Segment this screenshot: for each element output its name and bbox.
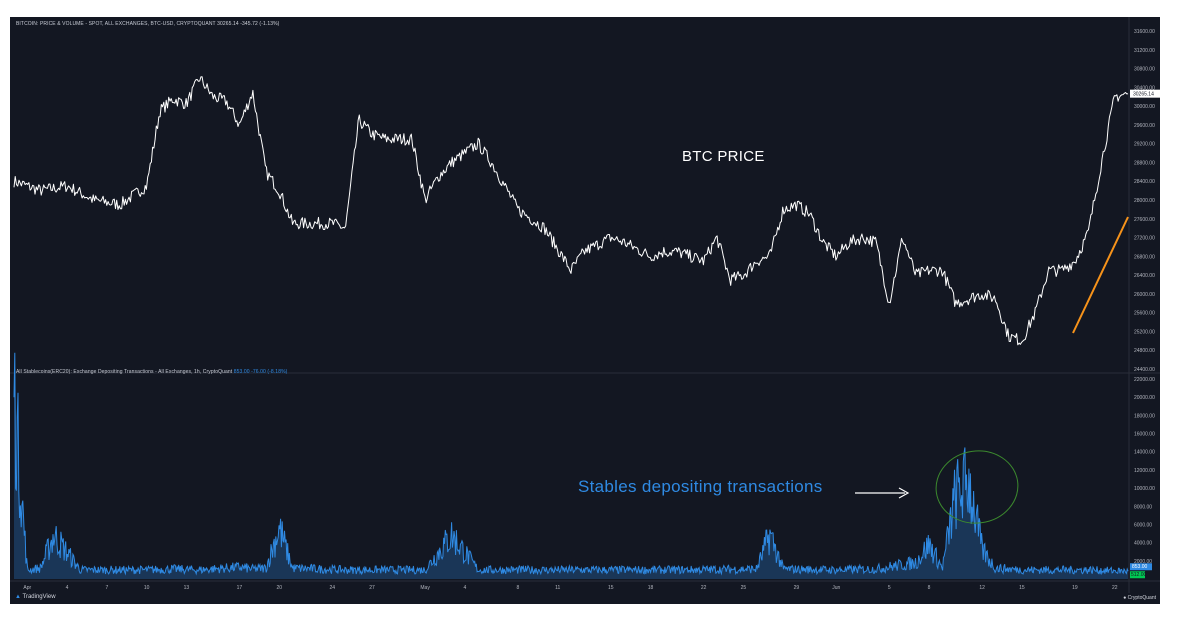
stable-series-value: 853.00 (233, 369, 250, 375)
time-axis-tick: Jun (832, 585, 840, 591)
time-axis-tick: 25 (741, 585, 747, 591)
time-axis-tick: 29 (794, 585, 800, 591)
price-axis-tick: 26000.00 (1134, 292, 1155, 298)
stable-axis-tick: 6000.00 (1134, 522, 1152, 528)
stable-series-change: -76.00 (-8.18%) (251, 369, 288, 375)
price-axis-tick: 24800.00 (1134, 348, 1155, 354)
price-series-label: BITCOIN: PRICE & VOLUME - SPOT, ALL EXCH… (16, 21, 216, 27)
time-axis-tick: 4 (66, 585, 69, 591)
trend-arrow (1072, 216, 1129, 334)
spike-arrowhead (898, 487, 910, 499)
price-axis-tick: 25600.00 (1134, 311, 1155, 317)
time-axis-tick: 10 (144, 585, 150, 591)
price-axis-tick: 26800.00 (1134, 254, 1155, 260)
stable-axis-tick: 2000.00 (1134, 559, 1152, 565)
price-axis-tick: 29600.00 (1134, 123, 1155, 129)
cryptoquant-icon: ● (1123, 595, 1127, 601)
price-axis-tick: 30400.00 (1134, 85, 1155, 91)
time-axis-tick: 4 (464, 585, 467, 591)
stable-axis-tick: 12000.00 (1134, 468, 1155, 474)
chart-footer: ▲ TradingView ● CryptoQuant (10, 593, 1160, 604)
last-stable-badge (1130, 563, 1152, 571)
time-axis-tick: 15 (608, 585, 614, 591)
price-axis-tick: 27200.00 (1134, 236, 1155, 242)
last-price-label: 30265.14 (1133, 92, 1154, 98)
time-axis-tick: Apr (23, 585, 31, 591)
stable-axis-tick: 22000.00 (1134, 377, 1155, 383)
price-axis-tick: 25200.00 (1134, 329, 1155, 335)
time-axis-tick: 22 (1112, 585, 1118, 591)
stable-axis-tick: 14000.00 (1134, 450, 1155, 456)
time-axis-tick: 19 (1072, 585, 1078, 591)
tradingview-logo[interactable]: ▲ TradingView (15, 594, 56, 600)
price-axis-tick: 24400.00 (1134, 367, 1155, 373)
cryptoquant-label: CryptoQuant (1127, 595, 1156, 601)
price-axis-tick: 28000.00 (1134, 198, 1155, 204)
stable-axis-tick: 10000.00 (1134, 486, 1155, 492)
price-axis-tick: 31200.00 (1134, 48, 1155, 54)
second-stable-label: 512.00 (1131, 572, 1147, 578)
time-axis-tick: 24 (330, 585, 336, 591)
stable-series-header: All Stablecoins(ERC20): Exchange Deposit… (16, 369, 287, 375)
stable-series-label: All Stablecoins(ERC20): Exchange Deposit… (16, 369, 233, 375)
price-axis-tick: 27600.00 (1134, 217, 1155, 223)
price-axis-tick: 31600.00 (1134, 29, 1155, 35)
price-series-change: -345.72 (-1.13%) (240, 21, 280, 27)
time-axis-tick: 11 (555, 585, 560, 591)
price-axis-tick: 28800.00 (1134, 160, 1155, 166)
time-axis-tick: 12 (979, 585, 985, 591)
stable-axis-tick: 8000.00 (1134, 504, 1152, 510)
price-axis-tick: 30800.00 (1134, 67, 1155, 73)
second-stable-badge (1130, 571, 1145, 579)
price-axis-tick: 26400.00 (1134, 273, 1155, 279)
last-stable-label: 853.00 (1132, 564, 1148, 570)
tradingview-icon: ▲ (15, 594, 21, 600)
time-axis-tick: May (420, 585, 430, 591)
time-axis-tick: 22 (701, 585, 707, 591)
price-axis-tick: 30000.00 (1134, 104, 1155, 110)
chart-frame: 24400.00 24800.00 25200.00 25600.00 26000.00… (10, 17, 1160, 604)
last-price-badge (1130, 89, 1160, 98)
stables-annotation: Stables depositing transactions (578, 477, 823, 496)
time-axis-tick: 27 (369, 585, 375, 591)
time-axis-tick: 18 (648, 585, 654, 591)
time-axis-tick: 7 (105, 585, 108, 591)
time-axis-tick: 13 (184, 585, 190, 591)
time-axis-tick: 20 (276, 585, 282, 591)
stable-axis-tick: 16000.00 (1134, 432, 1155, 438)
time-axis-tick: 5 (888, 585, 891, 591)
stable-axis-tick: 4000.00 (1134, 541, 1152, 547)
chart-canvas[interactable]: 24400.00 24800.00 25200.00 25600.00 26000.00… (10, 17, 1160, 593)
price-axis-tick: 29200.00 (1134, 142, 1155, 148)
stable-axis-tick: 18000.00 (1134, 413, 1155, 419)
cryptoquant-logo: ● CryptoQuant (1123, 595, 1156, 601)
price-axis-tick: 28400.00 (1134, 179, 1155, 185)
price-series-header: BITCOIN: PRICE & VOLUME - SPOT, ALL EXCH… (16, 21, 279, 27)
time-axis-tick: 8 (928, 585, 931, 591)
btc-price-annotation: BTC PRICE (682, 148, 765, 165)
time-axis-tick: 17 (237, 585, 243, 591)
time-axis-tick: 15 (1019, 585, 1025, 591)
price-series-line (13, 76, 1129, 346)
stable-series-area (14, 352, 1128, 579)
time-axis-tick: 8 (517, 585, 520, 591)
tradingview-label: TradingView (22, 594, 56, 600)
stable-series-line (13, 352, 1129, 576)
spike-circle (935, 450, 1019, 524)
stable-axis-tick: 20000.00 (1134, 395, 1155, 401)
price-series-value: 30265.14 (217, 21, 239, 27)
